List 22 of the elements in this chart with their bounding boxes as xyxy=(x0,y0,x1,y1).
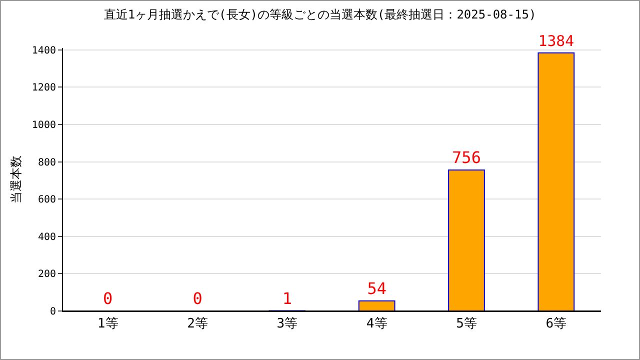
x-tick-label: 6等 xyxy=(546,316,567,332)
y-tick-label: 1400 xyxy=(32,45,56,56)
data-label: 756 xyxy=(452,148,481,167)
x-tick-label: 3等 xyxy=(276,316,298,332)
data-label: 1384 xyxy=(538,32,574,50)
data-label: 54 xyxy=(367,278,386,298)
y-tick-label: 800 xyxy=(38,157,56,168)
x-tick-label: 1等 xyxy=(97,316,118,332)
x-tick-label: 4等 xyxy=(366,316,388,332)
y-tick-label: 0 xyxy=(50,306,56,318)
data-label: 1 xyxy=(282,288,292,308)
chart-title: 直近1ヶ月抽選かえで(長女)の等級ごとの当選本数(最終抽選日：2025-08-15) xyxy=(104,7,536,22)
x-tick-label: 5等 xyxy=(456,316,477,332)
y-tick-label: 1200 xyxy=(32,82,56,94)
y-axis-title: 当選本数 xyxy=(9,156,24,204)
y-tick-label: 1000 xyxy=(32,120,56,131)
x-tick-label: 2等 xyxy=(187,316,208,332)
data-label: 0 xyxy=(103,289,113,308)
y-tick-label: 600 xyxy=(38,194,56,206)
y-tick-label: 400 xyxy=(38,232,56,243)
data-label: 0 xyxy=(192,289,202,308)
y-tick-label: 200 xyxy=(38,269,56,280)
